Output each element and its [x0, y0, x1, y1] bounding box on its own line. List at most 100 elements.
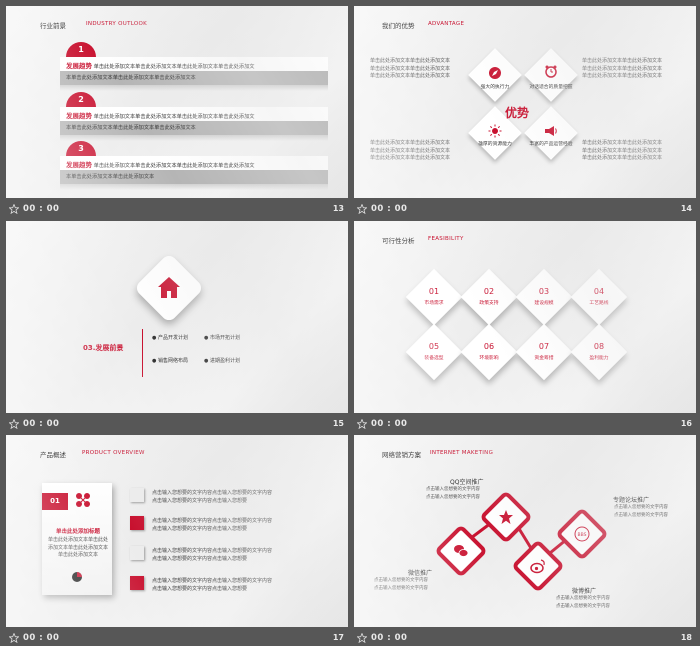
star-icon	[9, 204, 19, 214]
slide-footer: 00 : 00 17	[6, 629, 348, 646]
slide-canvas: 可行性分析 FEASIBILITY 01 市场需求 02 政策支持 03 建设规…	[354, 221, 696, 413]
tile-label: 政策支持	[479, 301, 499, 306]
bbs-label: BBS	[578, 532, 587, 538]
overview-row-text: 点击输入您想要的文字内容点击输入您想要的文字内容 点击输入您想要的文字内容点击输入…	[152, 518, 273, 532]
bbs-icon: BBS	[574, 526, 590, 542]
advantage-label: 强大的执行力	[480, 85, 510, 90]
row-label: 发展趋势	[66, 62, 92, 70]
slide-thumb-18[interactable]: 网络营销方案 INTERNET MAKETING BBS QQ空间推广 点击输入…	[352, 433, 696, 646]
tile-number: 03	[538, 287, 550, 296]
text-block-left-top: 单击此处添加文本单击此处添加文本 单击此处添加文本单击此处添加文本 单击此处添加文本…	[370, 58, 451, 79]
divider	[142, 329, 143, 377]
card-number: 01	[42, 493, 68, 510]
feasibility-tile	[515, 268, 573, 326]
node-desc: 点击输入您想要的文字内容 点击输入您想要的文字内容	[614, 505, 668, 518]
wechat-icon	[454, 545, 469, 557]
advantage-label: 雄厚的资源能力	[478, 142, 512, 147]
star-icon	[357, 204, 367, 214]
tile-label: 市场需求	[424, 301, 444, 306]
slide-thumb-15[interactable]: 03.发展前景 ● 产品开发计划 ● 市场开拓计划 ● 销售网络布局 ● 进期盈…	[4, 219, 348, 434]
text-block-left-bottom: 单击此处添加文本单击此处添加文本 单击此处添加文本单击此处添加文本 单击此处添加文本…	[370, 140, 451, 161]
row-text: 本单击此处添加文本单击此处添加文本单击此处添加文本	[66, 75, 196, 81]
row-marker	[130, 488, 144, 502]
slide-number: 14	[680, 204, 692, 213]
slide-footer: 00 : 00 18	[354, 629, 696, 646]
row-number-badge: 3	[66, 141, 96, 156]
feasibility-tile	[405, 323, 463, 381]
slide-footer: 00 : 00 15	[6, 415, 348, 434]
tile-label: 环境影响	[479, 356, 499, 361]
slide-subtitle: FEASIBILITY	[428, 236, 464, 242]
slide-thumb-16[interactable]: 可行性分析 FEASIBILITY 01 市场需求 02 政策支持 03 建设规…	[352, 219, 696, 434]
tile-number: 01	[428, 287, 440, 296]
tile-number: 05	[428, 342, 440, 351]
star-icon	[9, 419, 19, 429]
slide-canvas: 我们的优势 ADVANTAGE 单击此处添加文本单击此处添加文本 单击此处添加文本…	[354, 6, 696, 198]
feasibility-tile	[460, 323, 518, 381]
star-icon	[357, 419, 367, 429]
slide-thumb-13[interactable]: 行业前景 INDUSTRY OUTLOOK 1 发展趋势 单击此处添加文本单击此…	[4, 4, 348, 219]
node-desc: 点击输入您想要的文字内容 点击输入您想要的文字内容	[556, 596, 610, 609]
row-marker	[130, 576, 144, 590]
card-heading: 单击此处添加标题	[55, 529, 100, 535]
slide-title: 行业前景	[40, 22, 66, 30]
feasibility-tile	[570, 268, 628, 326]
row-text: 本单击此处添加文本单击此处添加文本单击此处添加文本	[66, 125, 196, 131]
pie-icon	[72, 572, 82, 582]
bullet-item: ● 市场开拓计划	[204, 335, 240, 341]
row-text: 单击此处添加文本单击此处添加文本单击此处添加文本单击此处添加文	[93, 64, 255, 70]
slide-subtitle: ADVANTAGE	[428, 21, 465, 27]
slide-number: 15	[332, 419, 344, 428]
slide-timing: 00 : 00	[23, 204, 60, 214]
slide-timing: 00 : 00	[371, 633, 408, 643]
slide-number: 16	[680, 419, 692, 428]
feasibility-tile	[515, 323, 573, 381]
alarm-clock-icon	[545, 65, 557, 78]
slide-timing: 00 : 00	[23, 419, 60, 429]
row-label: 发展趋势	[66, 112, 92, 120]
tile-number: 04	[593, 287, 605, 296]
overview-row-text: 点击输入您想要的文字内容点击输入您想要的文字内容 点击输入您想要的文字内容点击输入…	[152, 578, 273, 592]
row-number-badge: 1	[66, 42, 96, 57]
slide-title: 可行性分析	[382, 237, 415, 245]
qzone-star-icon	[499, 510, 513, 524]
slide-thumb-17[interactable]: 产品概述 PRODUCT OVERVIEW 01 单击此处添加标题 单击此处添加…	[4, 433, 348, 646]
row-text: 本单击此处添加文本单击此处添加文本	[66, 174, 155, 180]
feasibility-tile	[405, 268, 463, 326]
slide-title: 我们的优势	[382, 22, 415, 30]
tile-number: 02	[483, 287, 495, 296]
tile-label: 盈利能力	[589, 356, 609, 361]
outlook-row: 发展趋势 单击此处添加文本单击此处添加文本单击此处添加文本单击此处添加文 本单击…	[60, 57, 328, 93]
node-desc: 点击输入您想要的文字内容 点击输入您想要的文字内容	[374, 578, 428, 591]
slide-canvas: 产品概述 PRODUCT OVERVIEW 01 单击此处添加标题 单击此处添加…	[6, 435, 348, 627]
slide-title: 网络营销方案	[382, 451, 421, 459]
tile-number: 08	[593, 342, 605, 351]
slide-canvas: 网络营销方案 INTERNET MAKETING BBS QQ空间推广 点击输入…	[354, 435, 696, 627]
slide-canvas: 03.发展前景 ● 产品开发计划 ● 市场开拓计划 ● 销售网络布局 ● 进期盈…	[6, 221, 348, 413]
node-desc: 点击输入您想要的文字内容 点击输入您想要的文字内容	[426, 487, 480, 500]
tile-label: 建设规模	[534, 301, 554, 306]
star-icon	[357, 633, 367, 643]
row-text: 单击此处添加文本单击此处添加文本单击此处添加文本单击此处添加文	[93, 163, 255, 169]
home-icon	[158, 277, 180, 298]
node-title: 微信推广	[408, 570, 433, 577]
row-text: 单击此处添加文本单击此处添加文本单击此处添加文本单击此处添加文	[93, 114, 255, 120]
megaphone-icon	[545, 126, 557, 136]
slide-footer: 00 : 00 16	[354, 415, 696, 434]
slide-thumb-14[interactable]: 我们的优势 ADVANTAGE 单击此处添加文本单击此处添加文本 单击此处添加文本…	[352, 4, 696, 219]
tile-number: 06	[483, 342, 495, 351]
row-number-badge: 2	[66, 92, 96, 107]
outlook-row: 发展趋势 单击此处添加文本单击此处添加文本单击此处添加文本单击此处添加文 本单击…	[60, 156, 328, 192]
feasibility-tile	[460, 268, 518, 326]
overview-row-text: 点击输入您想要的文字内容点击输入您想要的文字内容 点击输入您想要的文字内容点击输入…	[152, 548, 273, 562]
bullet-item: ● 进期盈利计划	[204, 358, 240, 364]
slide-canvas: 行业前景 INDUSTRY OUTLOOK 1 发展趋势 单击此处添加文本单击此…	[6, 6, 348, 198]
text-block-right-top: 单击此处添加文本单击此处添加文本 单击此处添加文本单击此处添加文本 单击此处添加文本…	[582, 58, 663, 79]
row-label: 发展趋势	[66, 161, 92, 169]
tile-label: 资金筹措	[534, 356, 554, 361]
advantage-label: 对话适合的质量把握	[529, 85, 573, 90]
slide-subtitle: PRODUCT OVERVIEW	[82, 450, 145, 456]
node-title: 微博推广	[572, 588, 597, 595]
outlook-row: 发展趋势 单击此处添加文本单击此处添加文本单击此处添加文本单击此处添加文 本单击…	[60, 107, 328, 143]
slide-number: 13	[332, 204, 344, 213]
